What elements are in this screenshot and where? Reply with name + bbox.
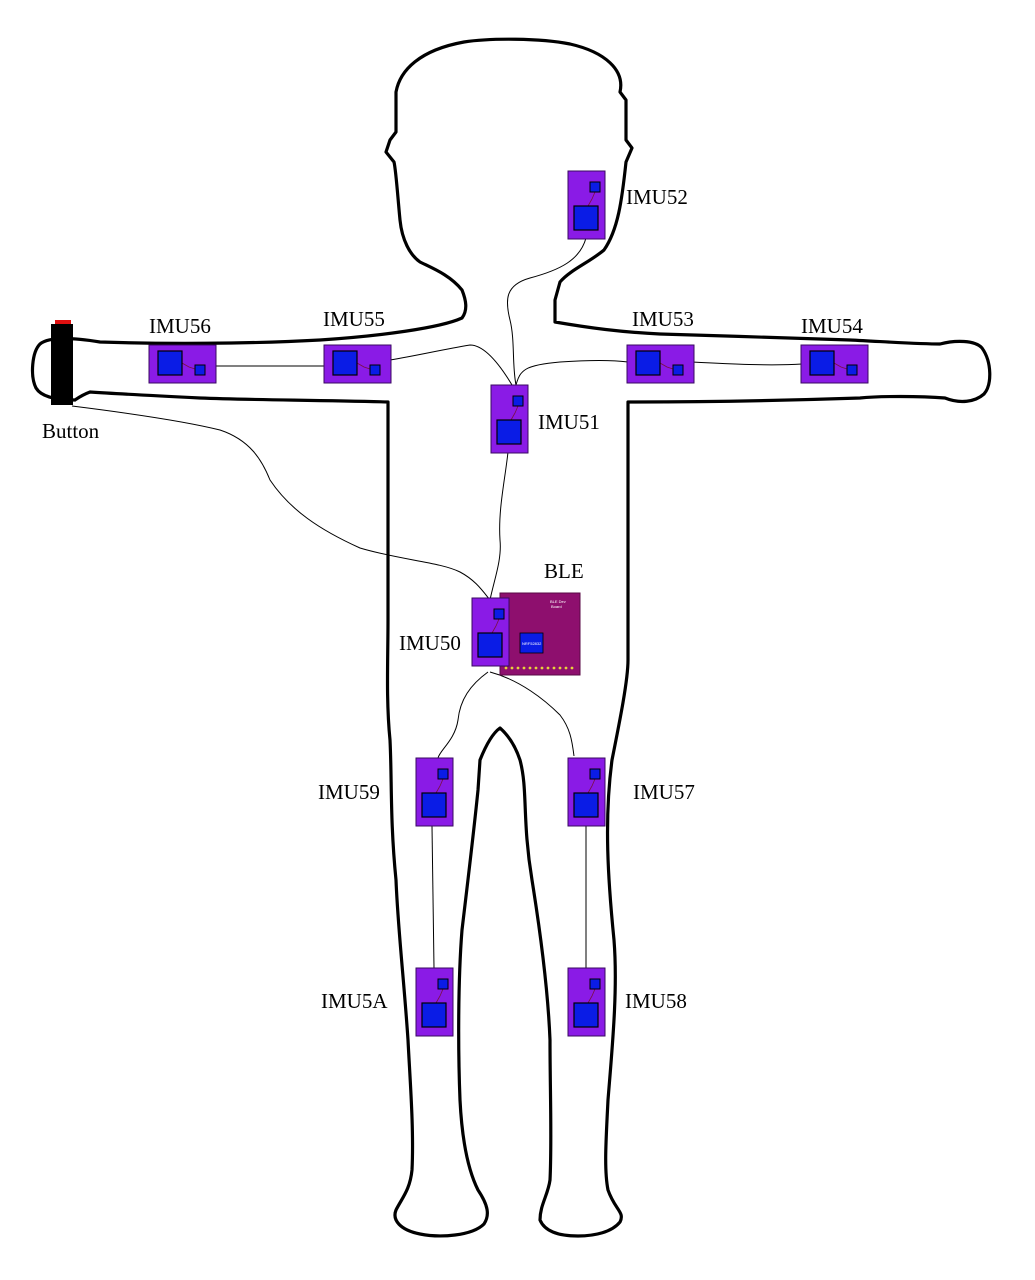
imu-label: IMU50 [399,631,461,655]
imu-aux-chip [512,395,524,407]
imu-sensor-imu59: IMU59 [318,757,454,827]
button-cap [55,320,71,326]
imu-aux-chip [493,608,505,620]
ble-pin [528,666,532,670]
imu-main-chip [421,1002,447,1028]
imu-label: IMU58 [625,989,687,1013]
imu-trace [435,778,444,794]
wire-head [507,237,587,386]
imu-sensor-imu57: IMU57 [567,757,695,827]
ble-pin [534,666,538,670]
ble-pin [552,666,556,670]
button-body [51,324,73,405]
imu-aux-chip [589,768,601,780]
imu-trace [510,405,519,421]
ble-label: BLE [544,559,584,583]
imu-aux-chip [846,364,858,376]
imu-trace [833,362,848,370]
imu-sensors: IMU50 IMU51 IMU52 IMU53 IMU54 IMU55 IMU56 IMU57… [148,170,869,1037]
imu-aux-chip [672,364,684,376]
imu-aux-chip [194,364,206,376]
ble-pin [570,666,574,670]
imu-sensor-imu55: IMU55 [323,307,392,384]
imu-main-chip [496,419,522,445]
ble-pin [546,666,550,670]
imu-label: IMU56 [149,314,211,338]
imu-main-chip [635,350,661,376]
imu-main-chip [573,205,599,231]
imu-aux-chip [589,978,601,990]
imu-main-chip [477,632,503,658]
imu-aux-chip [369,364,381,376]
imu-aux-chip [437,978,449,990]
ble-pin [504,666,508,670]
imu-aux-chip [589,181,601,193]
button-device: Button [42,320,100,443]
imu-trace [435,988,444,1004]
imu-main-chip [809,350,835,376]
imu-sensor-imu51: IMU51 [490,384,600,454]
imu-trace [587,988,596,1004]
ble-pin [564,666,568,670]
imu-label: IMU53 [632,307,694,331]
imu-aux-chip [437,768,449,780]
wire-button [71,405,491,601]
imu-sensor-imu54: IMU54 [800,314,869,384]
ble-pin [516,666,520,670]
button-label: Button [42,419,100,443]
ble-pin [522,666,526,670]
imu-main-chip [332,350,358,376]
imu-sensor-imu52: IMU52 [567,170,688,240]
wires [71,237,803,969]
imu-trace [587,191,596,207]
wire-left-leg [431,825,435,969]
imu-trace [587,778,596,794]
imu-label: IMU55 [323,307,385,331]
ble-pin [558,666,562,670]
ble-chip [519,632,544,654]
imu-label: IMU57 [633,780,695,804]
imu-label: IMU5A [321,989,388,1013]
ble-chip-label: NRF52832 [522,641,542,646]
wire-right-arm [691,361,803,366]
wire-left-hip [437,671,489,759]
imu-main-chip [421,792,447,818]
wire-spine [489,451,509,601]
imu-main-chip [157,350,183,376]
ble-pin [540,666,544,670]
imu-trace [181,362,196,370]
imu-sensor-imu58: IMU58 [567,967,687,1037]
imu-trace [356,362,371,370]
ble-board-title: BLE Dev [550,599,566,604]
imu-label: IMU59 [318,780,380,804]
ble-board: BLE Dev Board NRF52832 BLE [499,559,584,676]
imu-main-chip [573,1002,599,1028]
imu-main-chip [573,792,599,818]
imu-label: IMU52 [626,185,688,209]
ble-board-subtitle: Board [551,604,562,609]
imu-trace [491,618,500,634]
wire-left-shoulder [389,344,513,386]
imu-trace [659,362,674,370]
imu-sensor-imu50: IMU50 [399,597,510,667]
imu-label: IMU51 [538,410,600,434]
ble-pin-header [504,666,574,670]
wire-right-hip [489,671,575,757]
imu-label: IMU54 [801,314,863,338]
imu-sensor-imu56: IMU56 [148,314,217,384]
imu-sensor-imu5a: IMU5A [321,967,454,1037]
ble-pin [510,666,514,670]
imu-sensor-imu53: IMU53 [626,307,695,384]
wire-right-shoulder [515,360,629,386]
